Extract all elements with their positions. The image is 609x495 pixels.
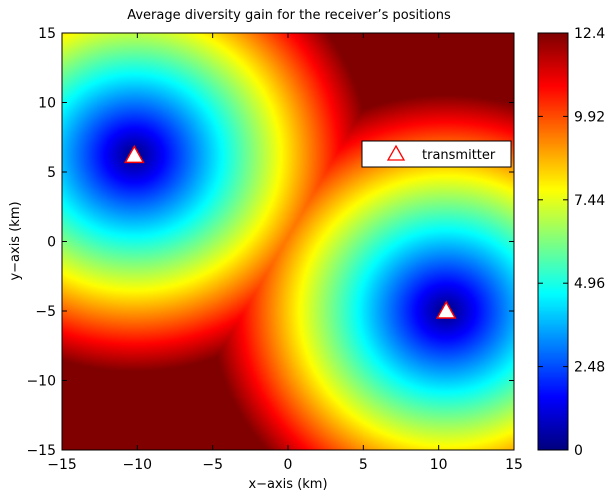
colorbar-tick-label: 12.4	[574, 26, 605, 42]
colorbar-ticks: 12.4 9.92 7.44 4.96 2.48 0	[538, 26, 605, 459]
y-tick-label: 15	[38, 26, 56, 42]
x-tick-label: 10	[430, 457, 448, 473]
x-axis-label: x−axis (km)	[248, 477, 327, 492]
colorbar: 12.4 9.92 7.44 4.96 2.48 0	[537, 26, 605, 459]
colorbar-frame	[537, 32, 569, 451]
legend: transmitter	[361, 140, 512, 168]
plot-area	[61, 32, 515, 451]
transmitter-marker	[435, 300, 457, 319]
x-tick-label: −15	[47, 457, 77, 473]
legend-label: transmitter	[422, 148, 496, 163]
y-tick-label: 5	[47, 165, 56, 181]
y-tick-label: −10	[26, 374, 56, 390]
y-tick-label: 10	[38, 96, 56, 112]
y-tick-label: −5	[35, 304, 56, 320]
x-tick-labels: −15 −10 −5 0 5 10 15	[47, 457, 523, 473]
y-tick-label: −15	[26, 443, 56, 459]
colorbar-image	[538, 33, 568, 450]
legend-box	[361, 140, 512, 168]
transmitter-marker	[124, 144, 145, 164]
heatmap-image	[62, 33, 514, 450]
colorbar-tick-label: 0	[574, 443, 583, 459]
x-tick-label: 5	[359, 457, 368, 473]
x-tick-label: 15	[505, 457, 523, 473]
y-tick-label: 0	[47, 235, 56, 251]
colorbar-tick-label: 7.44	[574, 193, 605, 209]
colorbar-tick-label: 2.48	[574, 360, 605, 376]
x-tick-label: −5	[202, 457, 223, 473]
y-tick-labels: 15 10 5 0 −5 −10 −15	[26, 26, 56, 459]
x-tick-label: 0	[284, 457, 293, 473]
colorbar-tick-label: 4.96	[574, 276, 605, 292]
chart-title: Average diversity gain for the receiver’…	[127, 8, 451, 23]
colorbar-tick-label: 9.92	[574, 109, 605, 125]
y-axis-label: y−axis (km)	[8, 201, 23, 280]
transmitter-markers	[124, 144, 457, 319]
legend-triangle-icon	[386, 144, 406, 161]
x-tick-label: −10	[123, 457, 153, 473]
plot-ticks	[61, 32, 515, 451]
